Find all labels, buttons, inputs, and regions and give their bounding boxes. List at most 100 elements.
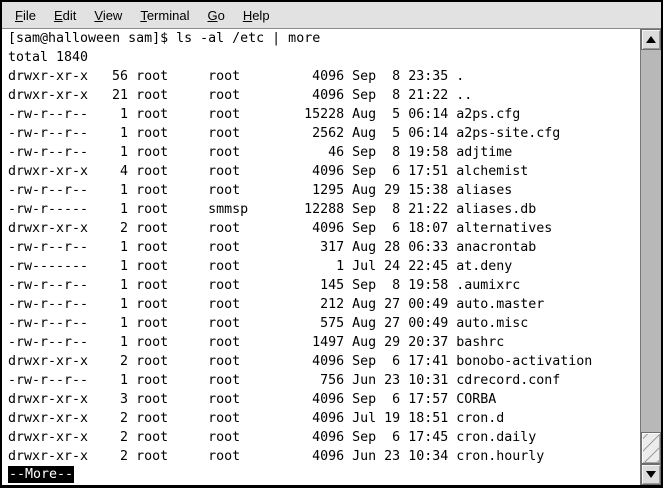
file-size: 4096	[312, 411, 345, 426]
file-permissions: drwxr-xr-x	[8, 164, 89, 179]
file-name: ..	[456, 88, 473, 103]
file-owner: root	[136, 202, 169, 217]
file-permissions: drwxr-xr-x	[8, 354, 89, 369]
file-owner: root	[136, 183, 169, 198]
link-count: 1	[120, 278, 129, 293]
link-count: 56	[112, 69, 129, 84]
file-date: Sep 8 21:22	[352, 88, 449, 103]
command-text: ls -al /etc | more	[176, 31, 321, 46]
file-owner: root	[136, 259, 169, 274]
file-name: cron.d	[456, 411, 505, 426]
menu-item[interactable]: Help	[234, 4, 279, 27]
scrollbar[interactable]	[640, 29, 661, 485]
menu-item[interactable]: View	[85, 4, 131, 27]
file-name: anacrontab	[456, 240, 537, 255]
file-size: 46	[328, 145, 345, 160]
file-owner: root	[136, 126, 169, 141]
link-count: 2	[120, 449, 129, 464]
file-row: -rw-r----- 1 root smmsp 12288 Sep 8 21:22 alia…	[8, 200, 640, 219]
menu-item[interactable]: Terminal	[131, 4, 198, 27]
file-row: -rw-r--r-- 1 root root 1295 Aug 29 15:38 alias…	[8, 181, 640, 200]
file-size: 575	[320, 316, 345, 331]
file-row: -rw-r--r-- 1 root root 317 Aug 28 06:33 anacro…	[8, 238, 640, 257]
link-count: 3	[120, 392, 129, 407]
link-count: 2	[120, 221, 129, 236]
link-count: 1	[120, 335, 129, 350]
file-owner: root	[136, 430, 169, 445]
file-date: Aug 5 06:14	[352, 107, 449, 122]
file-name: cron.hourly	[456, 449, 545, 464]
menu-item[interactable]: Edit	[45, 4, 85, 27]
file-owner: root	[136, 221, 169, 236]
link-count: 1	[120, 145, 129, 160]
file-owner: root	[136, 354, 169, 369]
menu-item-mnemonic: G	[207, 7, 218, 23]
file-size: 1295	[312, 183, 345, 198]
file-group: root	[208, 449, 241, 464]
file-group: root	[208, 88, 241, 103]
file-group: root	[208, 430, 241, 445]
menu-bar: File Edit View Terminal Go Help	[2, 2, 661, 29]
file-owner: root	[136, 297, 169, 312]
link-count: 1	[120, 107, 129, 122]
file-group: root	[208, 221, 241, 236]
shell-prompt: [sam@halloween sam]$	[8, 31, 169, 46]
scroll-down-button[interactable]	[641, 464, 661, 485]
file-name: cdrecord.conf	[456, 373, 561, 388]
file-group: root	[208, 259, 241, 274]
link-count: 4	[120, 164, 129, 179]
file-size: 1	[336, 259, 345, 274]
file-owner: root	[136, 449, 169, 464]
scrollbar-thumb[interactable]	[641, 432, 661, 464]
more-prompt: --More--	[8, 466, 75, 483]
file-group: root	[208, 354, 241, 369]
file-name: alternatives	[456, 221, 553, 236]
file-owner: root	[136, 145, 169, 160]
file-name: auto.master	[456, 297, 545, 312]
file-size: 4096	[312, 392, 345, 407]
file-name: alchemist	[456, 164, 529, 179]
file-row: -rw-r--r-- 1 root root 756 Jun 23 10:31 cdreco…	[8, 371, 640, 390]
file-date: Aug 29 15:38	[352, 183, 449, 198]
file-group: root	[208, 240, 241, 255]
menu-item-mnemonic: F	[15, 7, 23, 23]
file-row: -rw-r--r-- 1 root root 1497 Aug 29 20:37 bashr…	[8, 333, 640, 352]
file-size: 1497	[312, 335, 345, 350]
file-row: -rw-r--r-- 1 root root 2562 Aug 5 06:14 a2ps-s…	[8, 124, 640, 143]
file-size: 4096	[312, 69, 345, 84]
file-permissions: drwxr-xr-x	[8, 449, 89, 464]
file-group: root	[208, 392, 241, 407]
link-count: 2	[120, 411, 129, 426]
file-permissions: drwxr-xr-x	[8, 392, 89, 407]
file-date: Aug 28 06:33	[352, 240, 449, 255]
file-permissions: -rw-r--r--	[8, 107, 89, 122]
link-count: 21	[112, 88, 129, 103]
terminal-screen[interactable]: [sam@halloween sam]$ ls -al /etc | more t…	[2, 29, 640, 485]
file-size: 15228	[304, 107, 345, 122]
file-name: bonobo-activation	[456, 354, 593, 369]
menu-item[interactable]: Go	[198, 4, 233, 27]
file-owner: root	[136, 240, 169, 255]
file-date: Sep 6 17:51	[352, 164, 449, 179]
file-date: Aug 5 06:14	[352, 126, 449, 141]
file-permissions: drwxr-xr-x	[8, 69, 89, 84]
file-owner: root	[136, 411, 169, 426]
file-row: drwxr-xr-x 2 root root 4096 Jul 19 18:51 cron.…	[8, 409, 640, 428]
file-owner: root	[136, 316, 169, 331]
menu-item-label: elp	[252, 7, 270, 23]
file-date: Jun 23 10:31	[352, 373, 449, 388]
menu-item-mnemonic: E	[53, 7, 63, 23]
file-date: Sep 8 19:58	[352, 145, 449, 160]
file-permissions: -rw-r--r--	[8, 126, 89, 141]
link-count: 1	[120, 316, 129, 331]
file-date: Sep 8 21:22	[352, 202, 449, 217]
file-size: 4096	[312, 221, 345, 236]
file-row: drwxr-xr-x 2 root root 4096 Jun 23 10:34 cron.…	[8, 447, 640, 466]
file-group: smmsp	[208, 202, 249, 217]
file-permissions: -rw-r--r--	[8, 316, 89, 331]
link-count: 1	[120, 126, 129, 141]
scrollbar-trough[interactable]	[641, 50, 661, 464]
file-row: -rw-r--r-- 1 root root 145 Sep 8 19:58 .aumixr…	[8, 276, 640, 295]
menu-item[interactable]: File	[6, 4, 45, 27]
scroll-up-button[interactable]	[641, 29, 661, 50]
